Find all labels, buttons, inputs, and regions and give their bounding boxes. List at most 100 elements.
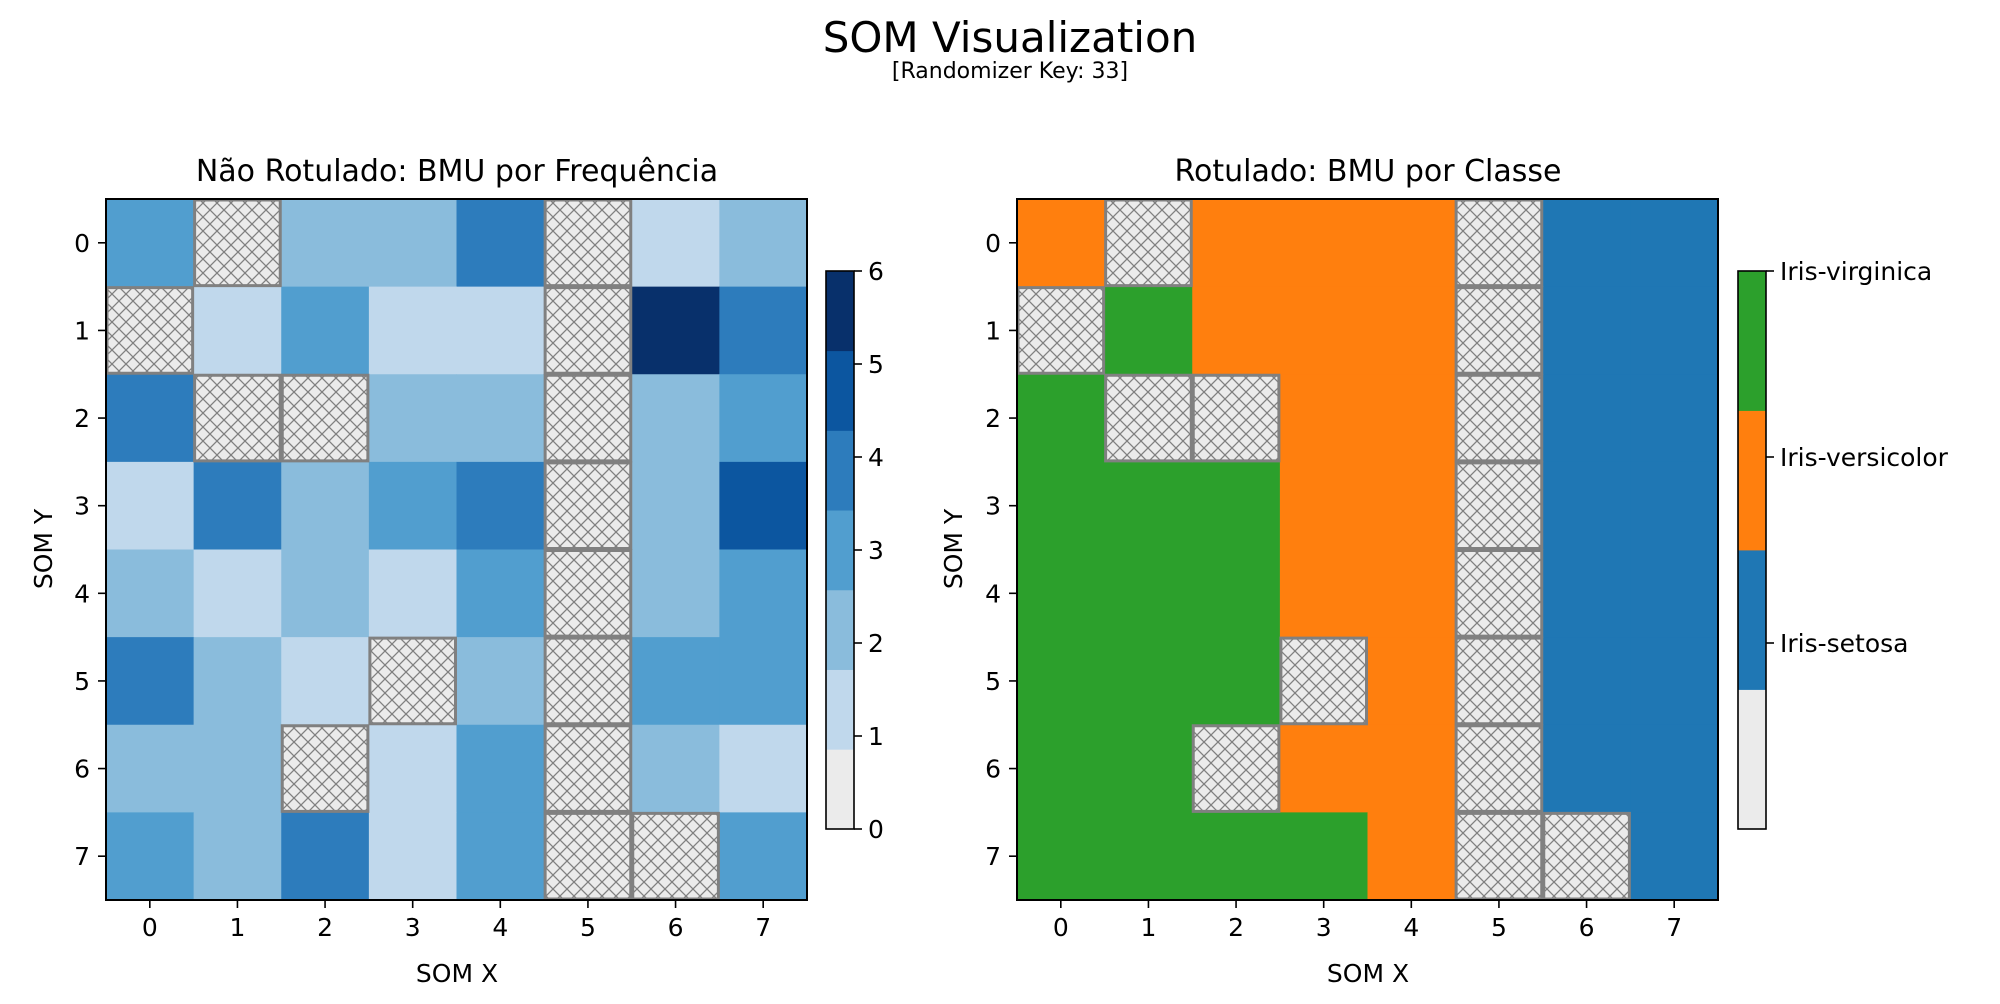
heatmap-cell	[1192, 637, 1281, 726]
class-x-ticks: 0 1 2 3 4 5 6 7	[1053, 900, 1682, 942]
x-tick-label: 0	[142, 913, 158, 942]
heatmap-cell	[368, 374, 457, 463]
heatmap-cell	[1279, 286, 1368, 375]
y-tick-label: 2	[74, 404, 90, 433]
x-tick-label: 5	[580, 913, 596, 942]
panel-frequency: Não Rotulado: BMU por Frequência 0 1 2 3 4 5 6…	[29, 154, 884, 988]
heatmap-cell	[1104, 812, 1193, 901]
x-tick-label: 2	[1228, 913, 1244, 942]
empty-cell-hatched	[106, 286, 195, 375]
colorbar-class-label: Iris-setosa	[1780, 629, 1909, 658]
heatmap-cell	[1367, 286, 1456, 375]
heatmap-cell	[368, 724, 457, 813]
heatmap-cell	[193, 461, 282, 550]
heatmap-cell	[1192, 812, 1281, 901]
empty-cell-outline	[1454, 286, 1544, 375]
empty-cell-hatched	[544, 286, 633, 375]
heatmap-cell	[1630, 812, 1719, 901]
x-tick-label: 3	[1316, 913, 1332, 942]
y-tick-label: 2	[985, 404, 1001, 433]
heatmap-cell	[719, 549, 808, 638]
x-tick-label: 1	[229, 913, 245, 942]
heatmap-cell	[719, 461, 808, 550]
heatmap-cell	[1630, 461, 1719, 550]
heatmap-cell	[456, 724, 545, 813]
colorbar-tick-label: 0	[868, 815, 884, 844]
heatmap-cell	[719, 199, 808, 288]
heatmap-cell	[1542, 286, 1631, 375]
empty-cell-hatched	[1455, 461, 1544, 550]
colorbar-segment	[826, 589, 854, 670]
figure-subtitle: [Randomizer Key: 33]	[892, 59, 1128, 84]
heatmap-cell	[1017, 199, 1106, 288]
heatmap-cell	[1192, 461, 1281, 550]
heatmap-cell	[1279, 812, 1368, 901]
heatmap-cell	[106, 637, 195, 726]
heatmap-cell	[456, 286, 545, 375]
heatmap-cell	[1542, 549, 1631, 638]
colorbar-segment	[826, 430, 854, 511]
panel-class: Rotulado: BMU por Classe 0 1 2 3 4 5 6 7 0 1 2 3 4 5…	[939, 154, 1949, 988]
heatmap-cell	[456, 461, 545, 550]
empty-cell-hatched	[1542, 812, 1631, 901]
empty-cell-outline	[1454, 636, 1544, 726]
empty-cell-hatched	[1455, 286, 1544, 375]
colorbar-segment	[826, 669, 854, 750]
heatmap-cell	[281, 286, 370, 375]
heatmap-cell	[281, 461, 370, 550]
empty-cell-outline	[543, 636, 633, 726]
heatmap-cell	[719, 637, 808, 726]
colorbar-tick-label: 4	[868, 443, 884, 472]
x-tick-label: 3	[405, 913, 421, 942]
heatmap-cell	[368, 549, 457, 638]
x-tick-label: 4	[1403, 913, 1419, 942]
x-tick-label: 7	[1666, 913, 1682, 942]
heatmap-cell	[1630, 199, 1719, 288]
colorbar-segment	[1738, 271, 1766, 411]
heatmap-cell	[1017, 637, 1106, 726]
empty-cell-outline	[543, 286, 633, 375]
heatmap-cell	[1367, 549, 1456, 638]
class-plot-frame	[1016, 198, 1719, 901]
empty-cell-outline	[543, 724, 633, 813]
x-tick-label: 4	[492, 913, 508, 942]
y-tick-label: 7	[74, 842, 90, 871]
colorbar-segment	[826, 749, 854, 830]
empty-cell-outline	[1454, 724, 1544, 813]
heatmap-cell	[1279, 724, 1368, 813]
heatmap-cell	[281, 549, 370, 638]
empty-cell-hatched	[1017, 286, 1106, 375]
y-tick-label: 3	[985, 492, 1001, 521]
heatmap-cell	[1542, 461, 1631, 550]
heatmap-cell	[1630, 374, 1719, 463]
empty-cell-outline	[1454, 373, 1544, 463]
y-tick-label: 4	[74, 579, 90, 608]
empty-cell-hatched	[1279, 637, 1368, 726]
frequency-plot-frame	[105, 198, 808, 901]
y-tick-label: 1	[74, 316, 90, 345]
panel-class-title: Rotulado: BMU por Classe	[1175, 154, 1562, 189]
empty-cell-hatched	[193, 374, 282, 463]
x-tick-label: 5	[1491, 913, 1507, 942]
heatmap-cell	[193, 812, 282, 901]
heatmap-cell	[1017, 374, 1106, 463]
colorbar-segment	[1738, 689, 1766, 830]
empty-cell-hatched	[1104, 199, 1193, 288]
heatmap-cell	[368, 461, 457, 550]
x-tick-label: 0	[1053, 913, 1069, 942]
heatmap-cell	[1104, 724, 1193, 813]
empty-cell-hatched	[544, 637, 633, 726]
heatmap-cell	[281, 812, 370, 901]
heatmap-cell	[719, 724, 808, 813]
heatmap-cell	[106, 549, 195, 638]
y-tick-label: 7	[985, 842, 1001, 871]
x-tick-label: 2	[317, 913, 333, 942]
empty-cell-outline	[1191, 373, 1281, 463]
heatmap-cell	[106, 812, 195, 901]
heatmap-cell	[106, 461, 195, 550]
heatmap-cell	[631, 461, 720, 550]
y-tick-label: 0	[985, 229, 1001, 258]
class-y-ticks: 0 1 2 3 4 5 6 7	[985, 229, 1017, 871]
